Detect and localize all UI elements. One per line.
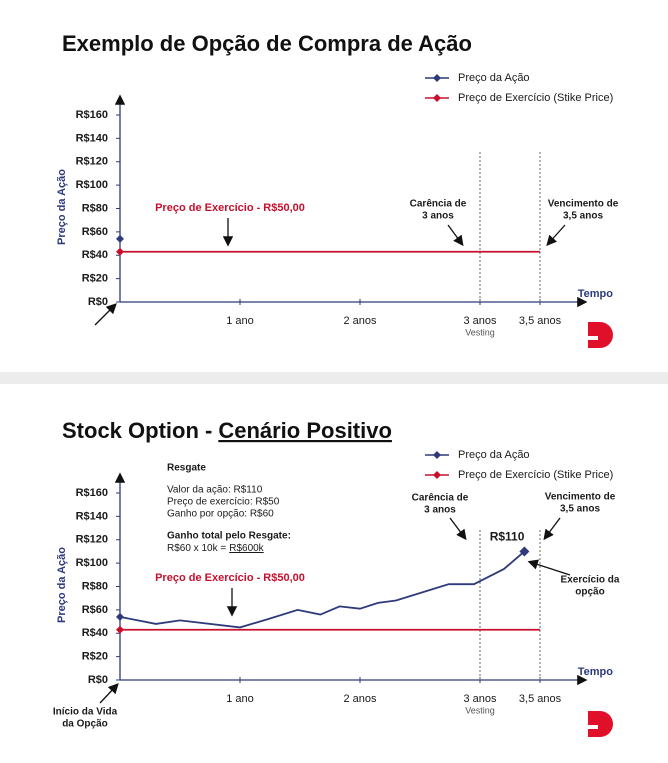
x-tick-label: 3 anos (463, 693, 497, 705)
legend-label: Preço de Exercício (Stike Price) (458, 469, 613, 481)
x-tick-note: Vesting (465, 705, 495, 715)
legend-label: Preço da Ação (458, 449, 530, 461)
point-marker (116, 247, 124, 256)
y-tick-label: R$40 (82, 249, 108, 261)
annotation: Início da Vida (53, 707, 118, 718)
separator (0, 372, 668, 384)
point-marker (116, 612, 124, 621)
point-marker (116, 625, 124, 634)
x-tick-label: 3 anos (463, 315, 497, 327)
x-axis-label: Tempo (578, 288, 614, 300)
title-text: Stock Option - (62, 418, 212, 443)
y-tick-label: R$80 (82, 580, 108, 592)
y-tick-label: R$60 (82, 226, 108, 238)
arrow (527, 559, 571, 576)
annotation: 3,5 anos (563, 211, 603, 222)
annotation: Preço de Exercício - R$50,00 (155, 572, 305, 584)
y-tick-label: R$160 (76, 109, 108, 121)
resgate-line: Ganho por opção: R$60 (167, 509, 274, 520)
y-tick-label: R$140 (76, 510, 108, 522)
legend-marker (433, 471, 441, 479)
annotation: 3,5 anos (560, 504, 600, 515)
x-axis-label: Tempo (578, 666, 614, 678)
chart-title: Exemplo de Opção de Compra de Ação (62, 31, 472, 56)
point-marker (116, 234, 124, 243)
y-tick-label: R$0 (88, 296, 108, 308)
x-tick-label: 1 ano (226, 693, 254, 705)
resgate-line: Preço de exercício: R$50 (167, 497, 280, 508)
data-label: R$110 (490, 530, 525, 544)
resgate-formula: R$60 x 10k = (167, 543, 226, 554)
annotation: Carência de (412, 493, 469, 504)
annotation: da Opção (62, 719, 108, 730)
y-axis-label: Preço da Ação (56, 169, 68, 245)
legend-marker (433, 451, 441, 459)
title-highlight: Cenário Positivo (218, 418, 392, 443)
x-tick-label: 2 anos (343, 315, 377, 327)
arrow (447, 224, 464, 247)
resgate-line: Valor da ação: R$110 (167, 485, 263, 496)
x-tick-note: Vesting (465, 327, 495, 337)
resgate-total-title: Ganho total pelo Resgate: (167, 531, 291, 542)
x-tick-label: 3,5 anos (519, 693, 562, 705)
y-axis-label: Preço da Ação (56, 547, 68, 623)
x-tick-label: 3,5 anos (519, 315, 562, 327)
annotation: 3 anos (422, 211, 454, 222)
annotation: opção (575, 587, 604, 598)
y-tick-label: R$80 (82, 202, 108, 214)
annotation: Carência de (410, 199, 467, 210)
annotation: Vencimento de (545, 492, 616, 503)
y-tick-label: R$140 (76, 132, 108, 144)
title-text: Exemplo de Opção de Compra de Ação (62, 31, 472, 56)
chart-title: Stock Option - Cenário Positivo (62, 418, 392, 443)
legend-marker (433, 94, 441, 102)
arrow (94, 303, 117, 326)
annotation: 3 anos (424, 505, 456, 516)
resgate-title: Resgate (167, 463, 206, 474)
y-tick-label: R$100 (76, 557, 108, 569)
resgate-value: R$600k (229, 543, 264, 554)
arrow (99, 683, 119, 704)
arrow (546, 224, 566, 246)
y-tick-label: R$20 (82, 651, 108, 663)
arrow (449, 517, 467, 541)
legend-label: Preço de Exercício (Stike Price) (458, 92, 613, 104)
y-tick-label: R$100 (76, 179, 108, 191)
series-line (119, 550, 525, 629)
annotation: Vencimento de (548, 199, 619, 210)
logo (588, 322, 613, 737)
x-tick-label: 2 anos (343, 693, 377, 705)
y-tick-label: R$120 (76, 156, 108, 168)
resgate-total: R$60 x 10k = R$600k (167, 543, 265, 554)
arrow (543, 517, 561, 541)
x-tick-label: 1 ano (226, 315, 254, 327)
y-tick-label: R$160 (76, 487, 108, 499)
y-tick-label: R$120 (76, 534, 108, 546)
annotation: Exercício da (561, 575, 620, 586)
legend-label: Preço da Ação (458, 72, 530, 84)
annotation: Preço de Exercício - R$50,00 (155, 202, 305, 214)
legend-marker (433, 74, 441, 82)
y-tick-label: R$0 (88, 674, 108, 686)
y-tick-label: R$40 (82, 627, 108, 639)
y-tick-label: R$20 (82, 273, 108, 285)
y-tick-label: R$60 (82, 604, 108, 616)
point-marker (519, 546, 530, 557)
